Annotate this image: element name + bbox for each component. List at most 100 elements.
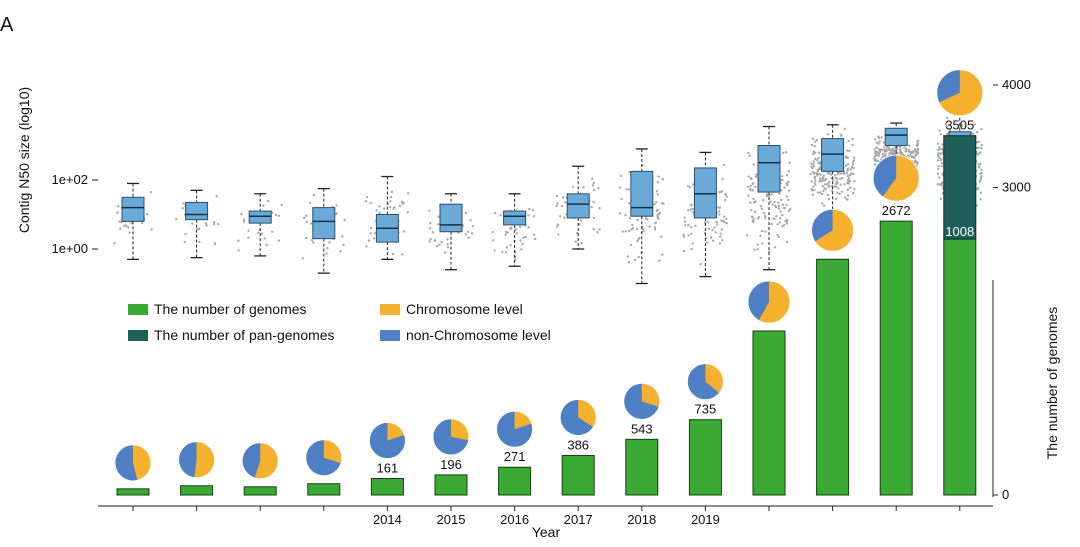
- jitter-point: [843, 172, 846, 176]
- jitter-point: [723, 215, 726, 218]
- jitter-point: [531, 208, 535, 212]
- x-tick-label: 2019: [691, 512, 720, 527]
- jitter-point: [760, 207, 764, 211]
- jitter-point: [400, 200, 404, 204]
- jitter-point: [812, 150, 816, 153]
- jitter-point: [787, 170, 790, 173]
- jitter-point: [390, 190, 394, 194]
- pie-outline: [623, 382, 661, 420]
- jitter-point: [661, 177, 664, 181]
- jitter-point: [305, 214, 308, 218]
- jitter-point: [522, 236, 525, 240]
- pie-chromosome: [938, 69, 983, 116]
- jitter-point: [938, 183, 942, 186]
- jitter-point: [769, 200, 772, 203]
- jitter-point: [940, 181, 944, 185]
- jitter-point: [975, 141, 979, 144]
- jitter-point: [823, 183, 827, 186]
- jitter-point: [773, 200, 776, 204]
- jitter-point: [833, 185, 836, 188]
- jitter-point: [205, 224, 208, 227]
- box-iqr: [630, 170, 654, 217]
- bar-panel: 0 3000 4000 2014 161 2015 196 2016 271 2017 386 201…: [98, 69, 1031, 527]
- jitter-point: [689, 208, 693, 211]
- jitter-point: [782, 223, 786, 227]
- bottom-y-tick-label: 4000: [1002, 77, 1031, 92]
- jitter-point: [662, 202, 665, 205]
- jitter-point: [913, 148, 917, 151]
- jitter-point: [717, 210, 721, 213]
- jitter-point: [725, 222, 728, 225]
- jitter-point: [642, 230, 645, 233]
- jitter-point: [633, 258, 637, 262]
- jitter-point: [764, 214, 767, 218]
- jitter-point: [841, 176, 844, 180]
- jitter-point: [752, 197, 755, 201]
- box-iqr: [248, 210, 272, 224]
- jitter-point: [851, 163, 855, 166]
- jitter-point: [341, 235, 344, 238]
- jitter-point: [646, 217, 649, 221]
- jitter-point: [940, 164, 943, 168]
- jitter-point: [706, 241, 709, 244]
- jitter-point: [937, 165, 940, 168]
- jitter-point: [756, 217, 759, 220]
- jitter-point: [505, 246, 509, 249]
- jitter-point: [844, 164, 848, 167]
- jitter-point: [556, 202, 559, 205]
- jitter-point: [916, 139, 920, 142]
- jitter-point: [648, 225, 651, 228]
- jitter-point: [846, 198, 849, 201]
- jitter-point: [398, 204, 402, 208]
- jitter-point: [556, 223, 560, 226]
- jitter-point: [883, 150, 886, 154]
- legend-swatch-pan-genomes: [128, 329, 148, 341]
- jitter-point: [836, 177, 839, 180]
- jitter-point: [628, 217, 632, 220]
- jitter-point: [198, 240, 201, 244]
- jitter-point: [335, 204, 338, 207]
- jitter-point: [849, 168, 852, 171]
- jitter-point: [787, 209, 791, 213]
- jitter-point: [389, 196, 393, 199]
- jitter-point: [597, 187, 600, 190]
- jitter-point: [809, 162, 813, 165]
- jitter-point: [117, 204, 120, 208]
- jitter-point: [818, 177, 822, 180]
- jitter-point: [257, 231, 260, 234]
- legend-label-pan-genomes: The number of pan-genomes: [154, 327, 335, 343]
- jitter-point: [464, 211, 468, 215]
- jitter-point: [636, 218, 639, 222]
- jitter-point: [687, 184, 690, 188]
- jitter-point: [853, 180, 856, 183]
- jitter-point: [816, 191, 820, 194]
- jitter-point: [145, 213, 149, 216]
- jitter-point: [937, 152, 940, 155]
- jitter-point: [784, 151, 788, 154]
- jitter-point: [684, 224, 687, 227]
- jitter-point: [509, 244, 512, 247]
- jitter-point: [785, 240, 789, 244]
- jitter-point: [977, 166, 981, 169]
- jitter-point: [875, 153, 878, 156]
- jitter-point: [781, 213, 784, 217]
- jitter-point: [504, 251, 508, 254]
- jitter-point: [621, 230, 624, 233]
- jitter-point: [811, 137, 815, 140]
- jitter-point: [150, 228, 153, 231]
- jitter-point: [683, 220, 687, 223]
- jitter-point: [555, 194, 559, 198]
- jitter-point: [973, 122, 976, 126]
- jitter-point: [128, 231, 131, 234]
- jitter-point: [559, 215, 562, 218]
- jitter-point: [779, 188, 783, 192]
- jitter-point: [785, 203, 788, 207]
- bottom-y-axis-label: The number of genomes: [1044, 307, 1060, 460]
- jitter-point: [851, 143, 854, 147]
- top-y-tick-label: 1e+02: [51, 172, 88, 187]
- jitter-point: [826, 133, 830, 136]
- jitter-point: [764, 230, 767, 233]
- jitter-point: [715, 220, 718, 224]
- jitter-point: [437, 223, 440, 226]
- jitter-point: [774, 204, 777, 208]
